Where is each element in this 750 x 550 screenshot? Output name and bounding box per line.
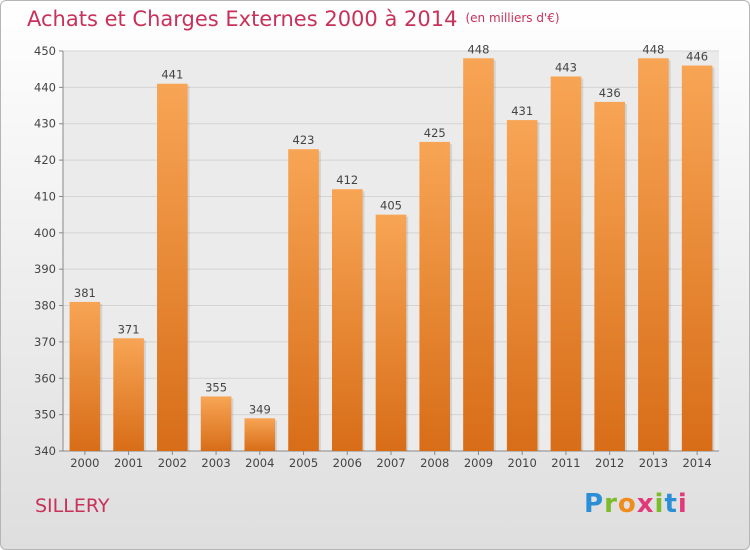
x-tick-label: 2000	[70, 456, 99, 470]
y-tick-label: 370	[34, 335, 56, 349]
x-tick-label: 2001	[114, 456, 143, 470]
y-tick-label: 400	[34, 226, 56, 240]
y-tick-label: 420	[34, 153, 56, 167]
data-label: 381	[74, 286, 96, 300]
title-text: Achats et Charges Externes 2000 à 2014	[27, 7, 458, 31]
unit-label: (en milliers d'€)	[465, 11, 560, 25]
place-name: SILLERY	[35, 495, 110, 517]
y-tick-label: 430	[34, 117, 56, 131]
data-label: 446	[686, 50, 708, 64]
bar	[244, 418, 276, 451]
data-label: 448	[467, 42, 489, 56]
x-tick-label: 2014	[682, 456, 711, 470]
x-tick-label: 2002	[158, 456, 187, 470]
y-tick-label: 360	[34, 371, 56, 385]
y-tick-label: 380	[34, 299, 56, 313]
chart-title: Achats et Charges Externes 2000 à 2014 (e…	[27, 7, 560, 31]
x-tick-label: 2007	[376, 456, 405, 470]
bar	[375, 214, 407, 451]
bar	[463, 58, 494, 451]
y-tick-label: 350	[34, 408, 56, 422]
data-label: 355	[205, 380, 227, 394]
x-tick-label: 2003	[201, 456, 230, 470]
bar	[200, 396, 232, 451]
data-label: 431	[511, 104, 533, 118]
x-tick-label: 2008	[420, 456, 449, 470]
x-tick-label: 2005	[289, 456, 318, 470]
data-label: 371	[118, 322, 140, 336]
y-tick-label: 390	[34, 262, 56, 276]
x-tick-label: 2004	[245, 456, 274, 470]
bar	[594, 101, 625, 451]
bar	[638, 58, 669, 451]
bar	[288, 149, 319, 451]
bar	[419, 141, 451, 451]
bar	[157, 83, 188, 452]
y-tick-label: 410	[34, 189, 56, 203]
data-label: 448	[642, 42, 664, 56]
x-tick-label: 2013	[639, 456, 668, 470]
data-label: 423	[293, 133, 315, 147]
bar	[550, 76, 582, 452]
data-label: 443	[555, 60, 577, 74]
data-label: 441	[161, 68, 183, 82]
data-label: 405	[380, 199, 402, 213]
x-tick-label: 2012	[595, 456, 624, 470]
y-tick-label: 450	[34, 44, 56, 58]
bar	[681, 65, 713, 451]
x-tick-label: 2006	[333, 456, 362, 470]
data-label: 412	[336, 173, 358, 187]
data-label: 436	[599, 86, 621, 100]
y-tick-label: 340	[34, 444, 56, 458]
data-label: 425	[424, 126, 446, 140]
x-tick-label: 2011	[551, 456, 580, 470]
bar	[331, 189, 363, 451]
x-tick-label: 2010	[508, 456, 537, 470]
x-tick-label: 2009	[464, 456, 493, 470]
bar	[506, 120, 538, 451]
data-label: 349	[249, 402, 271, 416]
proxiti-logo: Proxiti	[584, 489, 688, 519]
y-tick-label: 440	[34, 80, 56, 94]
bar	[113, 338, 144, 451]
bar	[69, 301, 101, 451]
